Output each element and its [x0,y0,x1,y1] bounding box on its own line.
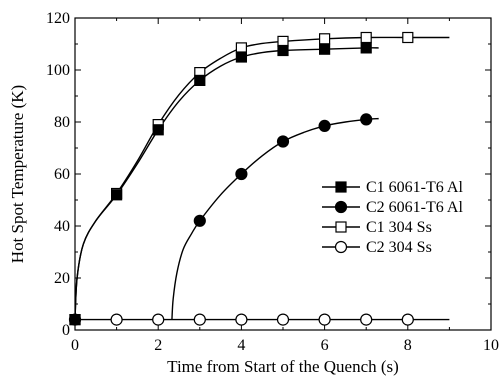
data-point [401,313,414,326]
data-point [110,313,123,326]
data-point [235,313,248,326]
data-point [152,313,165,326]
series-line-1 [74,47,379,320]
legend: C1 6061-T6 Al C2 6061-T6 Al C1 304 Ss C2 30… [322,179,463,256]
data-point [360,31,372,44]
x-axis-label: Time from Start of the Quench (s) [167,357,399,376]
y-tick-label: 80 [54,114,70,131]
data-point [235,51,247,63]
data-point [276,313,290,326]
data-point [276,135,290,148]
data-point [110,189,123,201]
y-tick-label: 100 [46,62,70,79]
x-tick-label: 10 [483,337,499,354]
y-tick-label: 0 [62,322,70,339]
y-tick-label: 120 [46,10,70,27]
legend-marker [334,240,348,254]
data-point [360,113,373,126]
data-point [152,124,164,136]
legend-label: C2 6061-T6 Al [366,199,463,216]
data-point [360,42,372,54]
data-point [360,313,373,326]
x-tick-label: 6 [321,337,329,354]
data-point [235,167,248,181]
data-point [318,119,331,133]
legend-marker [334,200,348,214]
data-point [318,313,331,326]
data-point [402,31,414,44]
x-tick-label: 8 [404,337,412,354]
legend-label: C1 304 Ss [366,219,432,236]
data-point [193,313,206,326]
y-tick-label: 20 [54,270,70,287]
data-point [69,314,81,326]
y-tick-label: 40 [54,218,70,235]
data-point [319,43,331,55]
data-point [277,44,289,57]
y-axis-label: Hot Spot Temperature (K) [8,85,27,263]
data-point [319,33,331,45]
x-tick-label: 0 [71,337,79,354]
legend-label: C2 304 Ss [366,239,432,256]
legend-marker [335,221,347,233]
x-tick-label: 4 [237,337,245,354]
data-point [194,74,206,87]
plot-frame [74,17,492,331]
legend-marker [335,181,347,193]
series-markers [68,31,414,326]
y-tick-label: 60 [54,166,70,183]
data-point [193,214,206,227]
x-tick-label: 2 [154,337,162,354]
legend-label: C1 6061-T6 Al [366,179,463,196]
